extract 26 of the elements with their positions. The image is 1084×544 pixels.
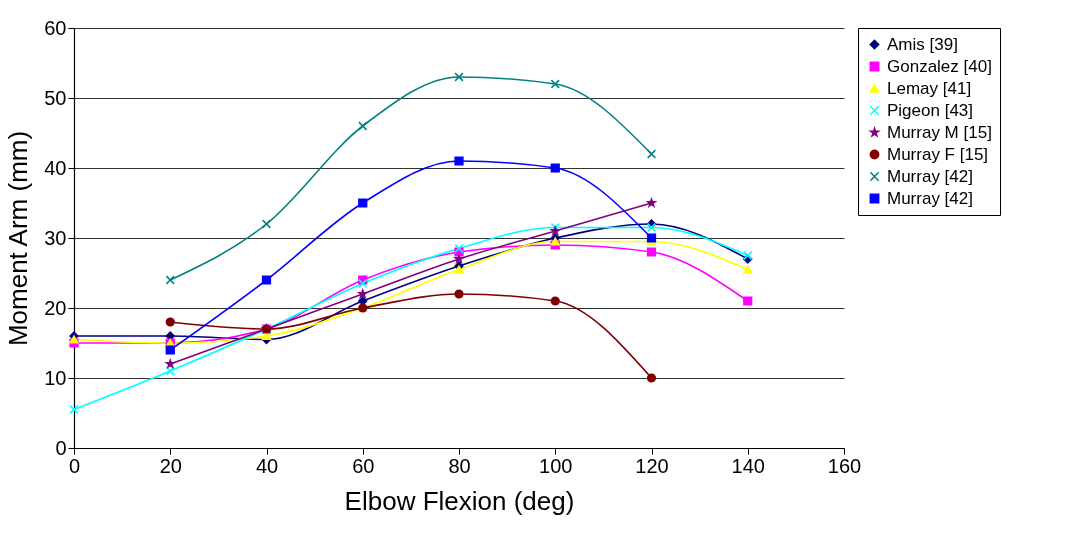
- x-axis-title: Elbow Flexion (deg): [344, 485, 575, 516]
- y-tick-label: 60: [44, 16, 67, 39]
- y-tick-label: 0: [55, 436, 67, 459]
- x-tick-label: 140: [731, 454, 765, 477]
- legend-label: Murray M [15]: [887, 122, 992, 142]
- y-tick-label: 30: [44, 226, 67, 249]
- x-tick-label: 20: [159, 454, 182, 477]
- x-tick-label: 160: [827, 454, 862, 477]
- x-tick-label: 40: [255, 454, 279, 477]
- x-tick-label: 100: [539, 454, 573, 477]
- x-tick-label: 120: [635, 454, 669, 477]
- legend-label: Gonzalez [40]: [887, 56, 992, 76]
- x-tick-label: 0: [68, 454, 81, 477]
- y-tick-label: 20: [44, 296, 67, 319]
- y-tick-label: 40: [44, 156, 67, 179]
- legend-label: Pigeon [43]: [887, 100, 974, 120]
- y-axis-title: Moment Arm (mm): [3, 130, 34, 347]
- legend-label: Lemay [41]: [887, 78, 972, 98]
- legend-label: Murray [42]: [887, 188, 973, 208]
- legend-label: Murray F [15]: [887, 144, 989, 164]
- legend-label: Amis [39]: [887, 34, 958, 54]
- y-tick-label: 10: [44, 366, 67, 389]
- x-tick-label: 80: [448, 454, 471, 477]
- legend-label: Murray [42]: [887, 166, 973, 186]
- y-tick-label: 50: [44, 86, 67, 109]
- x-tick-label: 60: [352, 454, 375, 477]
